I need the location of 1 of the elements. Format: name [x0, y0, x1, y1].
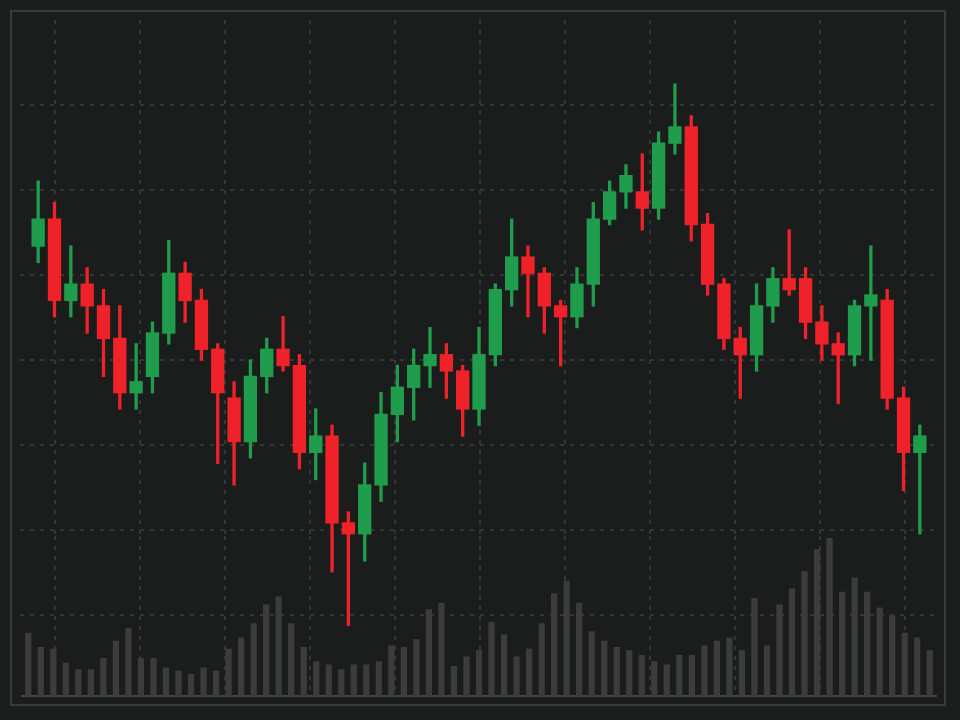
candlestick — [129, 343, 143, 410]
